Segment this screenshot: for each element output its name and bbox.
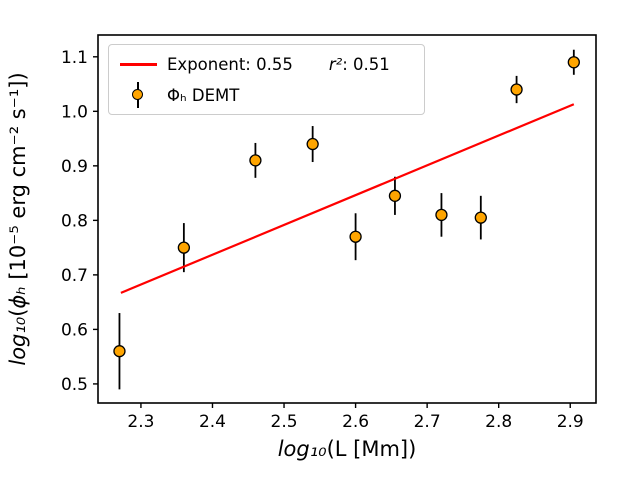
data-point-marker — [349, 230, 362, 243]
fit-line — [120, 103, 575, 294]
y-axis-label-part: ( — [6, 308, 30, 317]
legend-entry-label: Exponent: 0.55 — [167, 55, 293, 74]
legend-row: Exponent: 0.55 r²: 0.51 — [109, 50, 424, 78]
legend-label-part: Φₕ DEMT — [167, 85, 240, 105]
data-point-marker — [510, 83, 523, 96]
y-tick-label: 0.7 — [61, 266, 88, 286]
y-tick-label: 0.5 — [61, 375, 88, 395]
x-tick-label: 2.3 — [127, 412, 154, 432]
legend-marker-swatch — [109, 82, 167, 108]
y-tick-label: 0.9 — [61, 157, 88, 177]
data-point-marker — [177, 241, 191, 254]
legend-line-swatch — [109, 62, 167, 66]
legend-label-part: : 0.51 — [342, 54, 390, 74]
x-axis-label: log₁₀(L [Mm]) — [98, 437, 596, 461]
legend-row: Φₕ DEMT — [109, 81, 424, 109]
y-axis-label-part: [10⁻⁵ erg cm⁻² s⁻¹]) — [6, 72, 30, 287]
errorbar-marker-icon — [131, 82, 145, 108]
y-axis-label: log₁₀(ϕₕ [10⁻⁵ erg cm⁻² s⁻¹]) — [6, 72, 30, 365]
legend: Exponent: 0.55 r²: 0.51 Φₕ DEMT — [108, 44, 425, 115]
x-tick-label: 2.8 — [485, 412, 512, 432]
y-tick-label: 0.8 — [61, 211, 88, 231]
x-tick-label: 2.9 — [557, 412, 584, 432]
y-tick-label: 0.6 — [61, 320, 88, 340]
x-axis-label-part: log₁₀ — [277, 437, 327, 461]
y-axis-label-part: log₁₀ — [6, 316, 30, 366]
legend-label-part: r² — [328, 54, 343, 74]
data-point-marker — [474, 211, 487, 224]
fit-line-icon — [119, 62, 157, 66]
data-point-marker — [435, 208, 448, 222]
y-tick-label: 1.1 — [61, 48, 88, 68]
data-point-marker — [249, 154, 262, 167]
x-tick-label: 2.4 — [199, 412, 226, 432]
x-tick-label: 2.7 — [414, 412, 441, 432]
x-tick-label: 2.6 — [342, 412, 369, 432]
data-point-marker — [113, 345, 126, 358]
legend-label-part: Exponent: 0.55 — [167, 54, 293, 74]
y-axis-label-part: ϕₕ — [6, 286, 30, 309]
x-tick-label: 2.5 — [271, 412, 298, 432]
plot-frame — [97, 34, 597, 404]
legend-entry-label: r²: 0.51 — [329, 55, 390, 74]
data-point-marker — [306, 137, 319, 151]
marker-dot-icon — [131, 89, 143, 100]
legend-entry-label: Φₕ DEMT — [167, 86, 239, 105]
y-tick-label: 1.0 — [61, 102, 88, 122]
data-point-marker — [388, 189, 402, 202]
x-axis-label-part: (L [Mm]) — [326, 437, 417, 461]
data-point-marker — [567, 56, 580, 69]
